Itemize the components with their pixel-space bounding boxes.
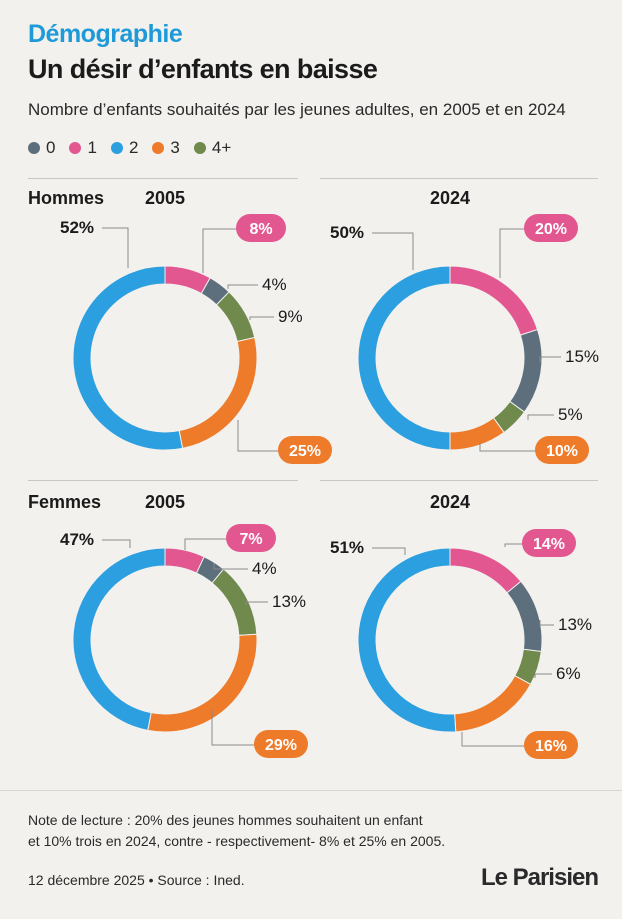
leader-line (534, 673, 552, 678)
donut-slice-0-cat-3 (178, 336, 258, 449)
data-label: 50% (330, 223, 364, 242)
le-parisien-logo: Le Parisien (480, 864, 599, 891)
data-label: 20% (535, 221, 567, 238)
legend-swatch (110, 142, 123, 154)
leader-line (211, 710, 256, 746)
legend-item-1: 1 (69, 138, 97, 158)
data-label: 6% (556, 664, 581, 683)
data-label-pill (535, 436, 589, 464)
year-label-hommes-2024: 2024 (430, 188, 471, 208)
legend-label: 0 (46, 138, 56, 157)
section-kicker: Démographie (28, 20, 183, 48)
leader-line (202, 228, 238, 273)
data-label: 9% (278, 307, 303, 326)
legend-item-4plus: 4+ (193, 138, 232, 158)
data-label: 13% (272, 592, 306, 611)
year-label-femmes-2005: 2005 (145, 492, 186, 512)
data-label: 25% (289, 443, 321, 460)
donut-slice-1-cat-3 (449, 417, 505, 451)
year-label-hommes-2005: 2005 (145, 188, 186, 208)
data-label-pill (254, 730, 308, 758)
legend-swatch (69, 142, 82, 154)
data-label: 4% (262, 275, 287, 294)
donut-slice-2-cat-3 (147, 633, 258, 733)
donut-slice-1-cat-0 (509, 328, 543, 413)
leader-line (527, 414, 554, 420)
leader-line (245, 601, 268, 605)
panel-rule-hommes-2024 (320, 178, 598, 179)
data-label: 15% (565, 347, 599, 366)
leader-line (227, 284, 258, 289)
data-label: 29% (265, 737, 297, 754)
data-label: 5% (558, 405, 583, 424)
chart-subtitle: Nombre d’enfants souhaités par les jeune… (28, 100, 566, 119)
legend-label: 4+ (211, 138, 232, 157)
leader-line (102, 539, 131, 548)
row-label-hommes: Hommes (28, 188, 105, 208)
data-label: 13% (558, 615, 592, 634)
data-label-pill (524, 214, 578, 242)
donut-slice-1-cat-2 (357, 265, 451, 451)
legend-label: 2 (128, 138, 139, 157)
data-label: 10% (546, 443, 578, 460)
leader-line (102, 227, 129, 268)
legend-item-3: 3 (152, 138, 180, 158)
data-label: 14% (533, 536, 565, 553)
reading-note: Note de lecture : 20% des jeunes hommes … (28, 810, 588, 852)
leader-line (372, 547, 406, 555)
data-label: 47% (60, 530, 94, 549)
legend-swatch (152, 142, 165, 154)
leader-line (539, 356, 561, 362)
legend-item-0: 0 (28, 138, 55, 158)
reading-note-line2: et 10% trois en 2024, contre - respectiv… (28, 833, 446, 849)
data-label-pill (524, 731, 578, 759)
leader-line (504, 543, 524, 547)
donut-slice-3-cat-2 (357, 547, 457, 733)
leader-line (184, 538, 228, 550)
data-label: 8% (249, 221, 272, 238)
leader-line (499, 228, 526, 278)
donut-slice-0-cat-2 (72, 265, 184, 451)
data-label: 16% (535, 738, 567, 755)
data-label-pill (236, 214, 286, 242)
donut-slice-3-cat-0 (506, 580, 543, 653)
source-line: 12 décembre 2025 • Source : Ined. (28, 872, 245, 888)
leader-line (213, 563, 248, 570)
data-label-pill (278, 436, 332, 464)
panel-rule-hommes-2005 (28, 178, 298, 179)
panel-rule-femmes-2005 (28, 480, 298, 481)
panel-rule-femmes-2024 (320, 480, 598, 481)
data-label: 4% (252, 559, 277, 578)
legend-item-2: 2 (110, 138, 139, 158)
donut-slice-1-cat-1 (449, 265, 539, 336)
row-label-femmes: Femmes (28, 492, 102, 512)
legend-label: 1 (87, 138, 97, 157)
leader-line (372, 232, 414, 270)
legend: 0 1 2 3 4+ (28, 138, 231, 158)
year-label-femmes-2024: 2024 (430, 492, 471, 512)
leader-line (479, 443, 537, 452)
donut-slice-0-cat-4plus (215, 291, 256, 343)
leader-line (237, 420, 280, 452)
donut-slice-2-cat-2 (72, 547, 166, 731)
page-title: Un désir d’enfants en baisse (28, 54, 378, 84)
data-label-pill (522, 529, 576, 557)
data-label: 7% (239, 531, 262, 548)
leader-line (461, 732, 526, 747)
leader-line (539, 620, 554, 626)
data-label: 51% (330, 538, 364, 557)
donut-slice-3-cat-3 (454, 674, 532, 733)
legend-label: 3 (170, 138, 180, 157)
reading-note-line1: Note de lecture : 20% des jeunes hommes … (28, 812, 423, 828)
data-label: 52% (60, 218, 94, 237)
footer-divider (0, 790, 622, 791)
data-label-pill (226, 524, 276, 552)
legend-swatch (193, 142, 206, 154)
leader-line (249, 316, 274, 320)
legend-swatch (28, 142, 40, 154)
donut-slice-3-cat-1 (449, 547, 522, 594)
